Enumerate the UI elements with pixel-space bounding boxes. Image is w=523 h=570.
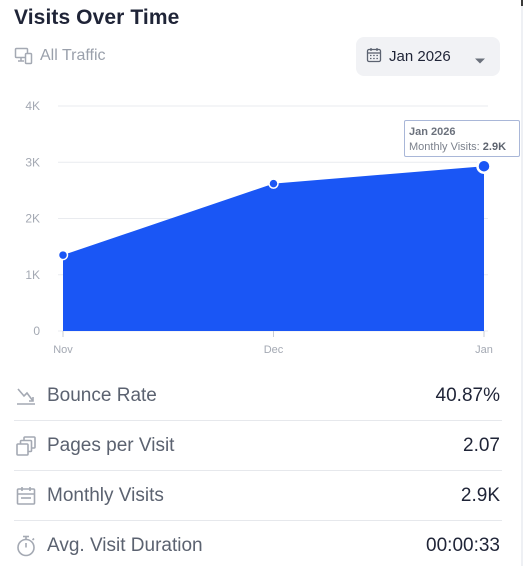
stopwatch-icon	[14, 534, 38, 558]
date-selector-label: Jan 2026	[389, 48, 451, 65]
metric-label: Bounce Rate	[47, 384, 157, 406]
scroll-indicator	[521, 0, 523, 6]
data-point	[476, 158, 492, 174]
tooltip-label: Monthly Visits:	[409, 141, 480, 153]
metric-value: 2.9K	[460, 484, 500, 506]
y-tick-label: 4K	[25, 99, 40, 113]
metric-avg-visit-duration: Avg. Visit Duration 00:00:33	[14, 521, 502, 570]
visits-area-chart: 0 1K 2K 3K 4K Nov Dec Jan	[25, 99, 493, 356]
y-tick-label: 0	[33, 324, 40, 338]
y-tick-label: 2K	[25, 212, 40, 226]
x-tick-label: Jan	[475, 344, 493, 356]
metric-bounce-rate: Bounce Rate 40.87%	[14, 371, 502, 421]
card-edge	[521, 0, 523, 566]
pages-icon	[14, 434, 38, 458]
data-point	[57, 249, 69, 261]
tooltip-date: Jan 2026	[409, 126, 456, 138]
metric-value: 00:00:33	[426, 534, 500, 556]
devices-icon	[14, 46, 34, 66]
metrics-list: Bounce Rate 40.87% Pages per Visit 2.07	[14, 371, 502, 570]
chevron-down-icon	[474, 52, 486, 69]
y-tick-label: 1K	[25, 268, 40, 282]
traffic-filter[interactable]: All Traffic	[14, 46, 106, 66]
y-tick-label: 3K	[25, 155, 40, 169]
metric-pages-per-visit: Pages per Visit 2.07	[14, 421, 502, 471]
metric-label: Monthly Visits	[47, 484, 164, 506]
card-title: Visits Over Time	[14, 6, 180, 29]
metric-monthly-visits: Monthly Visits 2.9K	[14, 471, 502, 521]
metric-label: Pages per Visit	[47, 434, 175, 456]
series-area	[63, 166, 484, 331]
x-tick-label: Nov	[53, 344, 73, 356]
filter-label: All Traffic	[40, 47, 106, 64]
date-selector[interactable]: Jan 2026	[356, 37, 500, 76]
metric-label: Avg. Visit Duration	[47, 534, 203, 556]
calendar-icon	[366, 47, 382, 67]
metric-value: 2.07	[463, 434, 500, 456]
data-point	[268, 178, 279, 189]
chart-tooltip: Jan 2026 Monthly Visits: 2.9K	[404, 120, 520, 157]
metric-value: 40.87%	[435, 384, 500, 406]
trend-down-icon	[14, 384, 38, 408]
tooltip-value: 2.9K	[482, 141, 507, 153]
x-tick-label: Dec	[264, 344, 284, 356]
calendar-icon	[14, 484, 38, 508]
